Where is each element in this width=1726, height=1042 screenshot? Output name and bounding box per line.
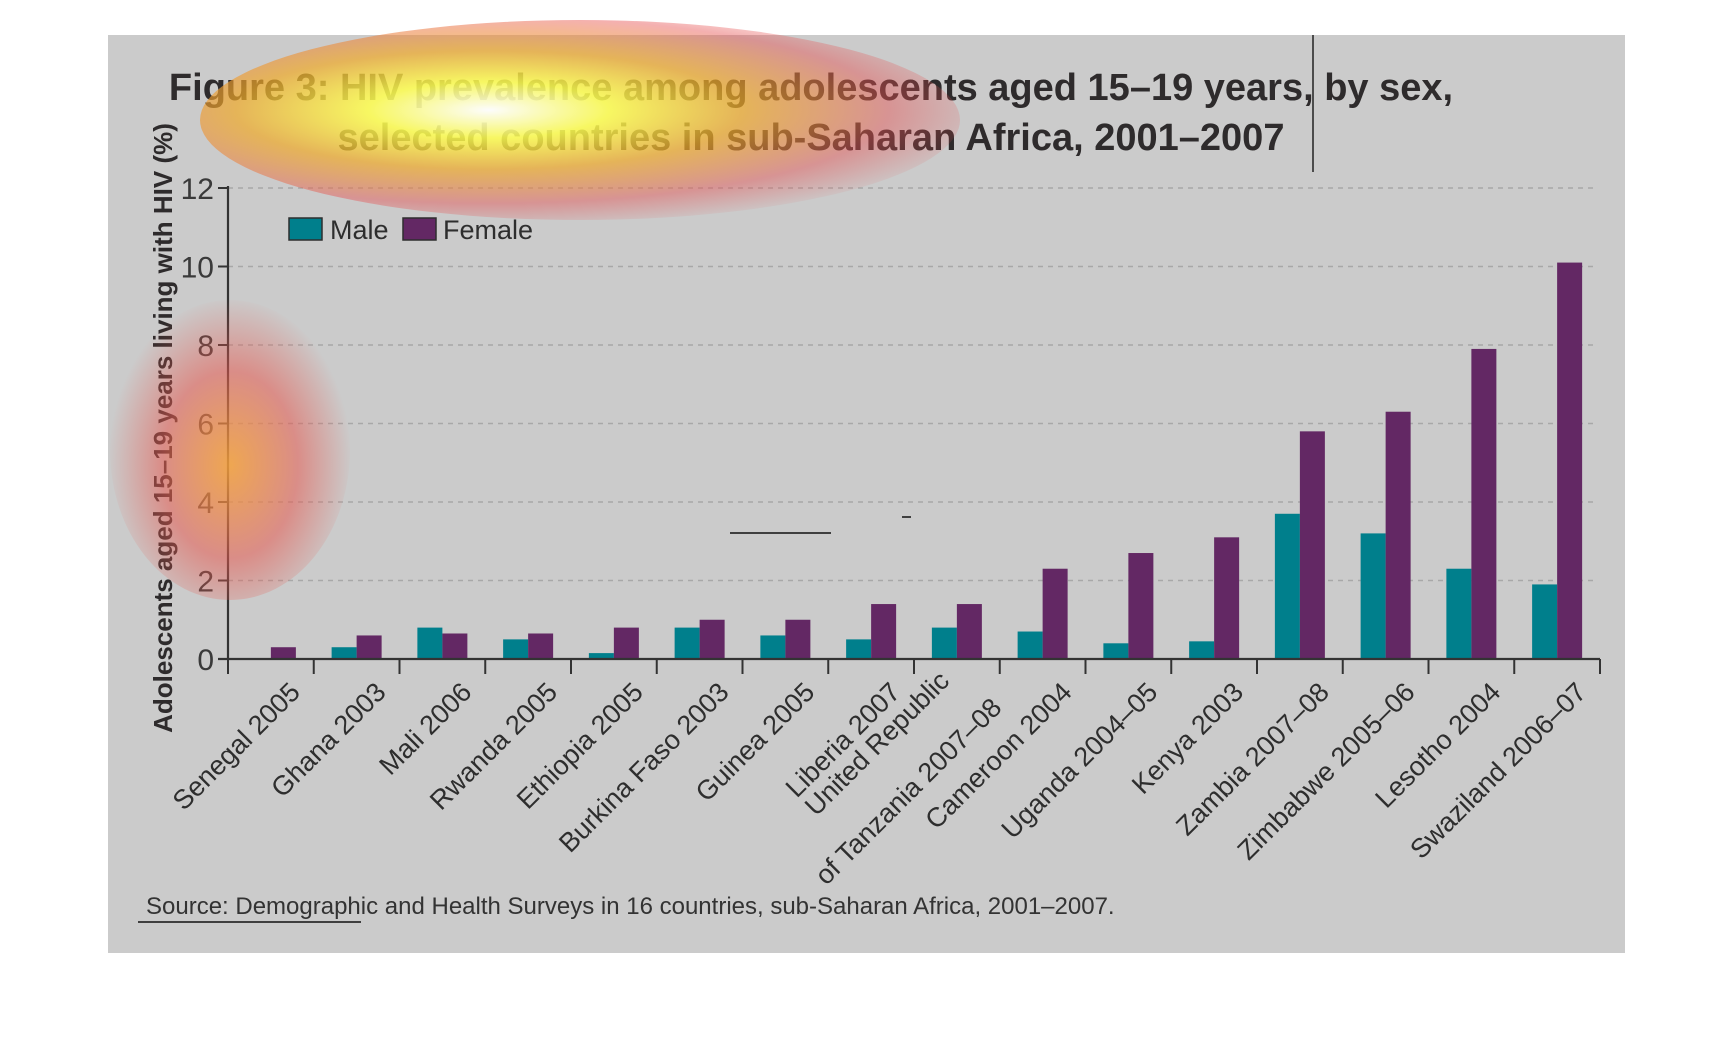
bar-female [871,604,897,659]
bar-female [270,647,296,659]
chart-title-line-1: Figure 3: HIV prevalence among adolescen… [169,67,1453,109]
y-tick-label: 10 [181,252,214,285]
bar-female [1471,348,1497,659]
bar-female [528,633,554,659]
bar-female [613,627,639,659]
bar-female [1128,553,1154,659]
legend: Male Female [288,215,533,245]
y-tick-label: 6 [197,409,214,442]
source-note: Source: Demographic and Health Surveys i… [146,893,1115,920]
x-tick-label: Uganda 2004–05 [996,677,1164,845]
bar-male [1532,584,1558,659]
x-axis-ticks [227,659,1601,674]
bar-female [1042,568,1068,659]
bar-male [417,627,443,659]
chart-title-line-2: selected countries in sub-Saharan Africa… [338,117,1285,159]
legend-male-label: Male [330,215,389,245]
legend-female-swatch [402,217,437,241]
bar-male [503,639,529,659]
y-tick-label: 0 [197,644,214,677]
bar-female [1557,262,1583,659]
bar-female [1214,537,1240,659]
bar-female [356,635,382,659]
bar-male [331,647,357,659]
legend-female-label: Female [443,215,533,245]
y-tick-label: 12 [181,173,214,206]
bar-male [1446,568,1472,659]
bar-female [1385,411,1411,659]
bar-male [588,653,614,659]
bar-male [1189,641,1215,659]
y-axis-ticks: 0 2 4 6 8 10 12 [181,173,228,677]
bar-female [1299,431,1325,659]
bar-male [674,627,700,659]
chart-title: Figure 3: HIV prevalence among adolescen… [169,67,1453,159]
bar-male [1103,643,1129,659]
y-axis-label: Adolescents aged 15–19 years living with… [148,123,178,733]
bar-female [442,633,468,659]
legend-male-swatch [288,217,323,241]
bar-male [846,639,872,659]
y-tick-label: 2 [197,566,214,599]
bar-female [785,619,811,659]
bar-male [760,635,786,659]
y-tick-label: 4 [197,487,214,520]
bar-male [931,627,957,659]
bar-female [956,604,982,659]
bar-male [1274,513,1300,659]
x-tick-label-line: Zambia 2007–08 [1170,677,1335,842]
bar-female [699,619,725,659]
y-tick-label: 8 [197,330,214,363]
bar-male [1017,631,1043,659]
bars [270,262,1583,659]
x-tick-label: Zambia 2007–08 [1170,677,1335,842]
x-tick-label-line: Uganda 2004–05 [996,677,1164,845]
bar-male [1360,533,1386,659]
